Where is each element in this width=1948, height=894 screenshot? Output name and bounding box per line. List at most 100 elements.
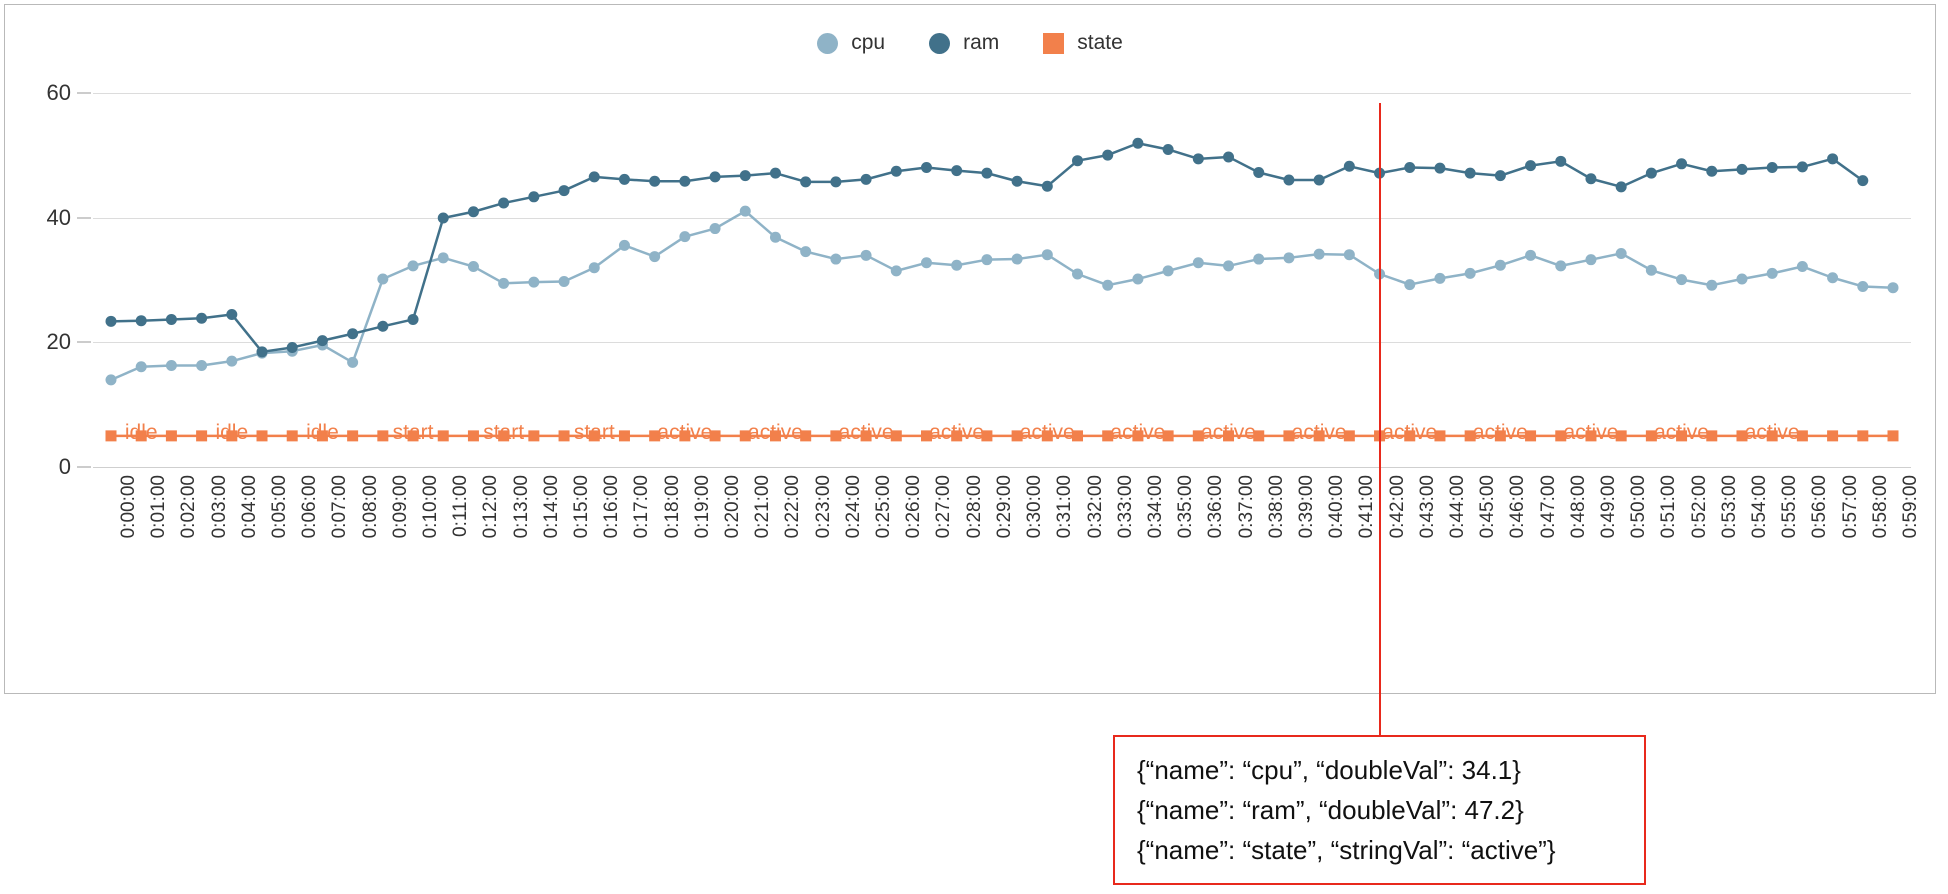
data-point-cpu[interactable] [649, 251, 661, 263]
data-point-state[interactable] [1525, 430, 1537, 442]
data-point-state[interactable] [256, 430, 268, 442]
data-point-ram[interactable] [1525, 160, 1537, 172]
data-point-state[interactable] [1615, 430, 1627, 442]
data-point-cpu[interactable] [1676, 274, 1688, 286]
data-point-state[interactable] [1162, 430, 1174, 442]
data-point-cpu[interactable] [135, 361, 147, 373]
data-point-cpu[interactable] [920, 257, 932, 269]
data-point-cpu[interactable] [981, 254, 993, 266]
data-point-state[interactable] [1011, 430, 1023, 442]
data-point-cpu[interactable] [1887, 282, 1899, 294]
data-point-cpu[interactable] [165, 360, 177, 372]
data-point-cpu[interactable] [769, 231, 781, 243]
data-point-cpu[interactable] [467, 261, 479, 273]
data-point-ram[interactable] [1404, 162, 1416, 174]
data-point-state[interactable] [739, 430, 751, 442]
data-point-state[interactable] [1464, 430, 1476, 442]
data-point-ram[interactable] [165, 313, 177, 325]
data-point-ram[interactable] [649, 175, 661, 187]
data-point-state[interactable] [1887, 430, 1899, 442]
data-point-cpu[interactable] [226, 355, 238, 367]
data-point-state[interactable] [196, 430, 208, 442]
data-point-ram[interactable] [1192, 153, 1204, 165]
data-point-ram[interactable] [286, 341, 298, 353]
data-point-cpu[interactable] [1132, 273, 1144, 285]
data-point-cpu[interactable] [860, 249, 872, 261]
data-point-ram[interactable] [226, 308, 238, 320]
data-point-cpu[interactable] [1343, 249, 1355, 261]
data-point-ram[interactable] [1827, 153, 1839, 165]
data-point-cpu[interactable] [800, 246, 812, 258]
data-point-ram[interactable] [1434, 162, 1446, 174]
data-point-state[interactable] [226, 430, 238, 442]
data-point-ram[interactable] [467, 206, 479, 218]
legend-item-cpu[interactable]: cpu [817, 31, 885, 55]
data-point-ram[interactable] [1102, 149, 1114, 161]
data-point-state[interactable] [709, 430, 721, 442]
data-point-state[interactable] [1857, 430, 1869, 442]
data-point-state[interactable] [558, 430, 570, 442]
data-point-state[interactable] [498, 430, 510, 442]
data-point-state[interactable] [1434, 430, 1446, 442]
data-point-state[interactable] [618, 430, 630, 442]
data-point-state[interactable] [1736, 430, 1748, 442]
data-point-state[interactable] [1343, 430, 1355, 442]
data-point-state[interactable] [588, 430, 600, 442]
data-point-ram[interactable] [1615, 181, 1627, 193]
data-point-state[interactable] [316, 430, 328, 442]
data-point-state[interactable] [347, 430, 359, 442]
data-point-state[interactable] [286, 430, 298, 442]
data-point-cpu[interactable] [347, 356, 359, 368]
data-point-ram[interactable] [407, 313, 419, 325]
data-point-cpu[interactable] [1192, 257, 1204, 269]
data-point-ram[interactable] [528, 191, 540, 203]
data-point-ram[interactable] [860, 173, 872, 185]
data-point-cpu[interactable] [105, 374, 117, 386]
data-point-state[interactable] [830, 430, 842, 442]
data-point-cpu[interactable] [709, 223, 721, 235]
data-point-ram[interactable] [558, 185, 570, 197]
data-point-cpu[interactable] [890, 265, 902, 277]
data-point-state[interactable] [105, 430, 117, 442]
data-point-cpu[interactable] [1011, 253, 1023, 265]
data-point-ram[interactable] [1676, 158, 1688, 170]
data-point-cpu[interactable] [1434, 272, 1446, 284]
data-point-ram[interactable] [1283, 174, 1295, 186]
data-point-state[interactable] [1192, 430, 1204, 442]
data-point-ram[interactable] [1645, 167, 1657, 179]
data-point-cpu[interactable] [377, 273, 389, 285]
data-point-cpu[interactable] [1223, 260, 1235, 272]
data-point-ram[interactable] [1041, 180, 1053, 192]
data-point-ram[interactable] [1011, 175, 1023, 187]
data-point-ram[interactable] [920, 162, 932, 174]
data-point-cpu[interactable] [1615, 247, 1627, 259]
data-point-cpu[interactable] [1645, 264, 1657, 276]
data-point-cpu[interactable] [1072, 268, 1084, 280]
data-point-ram[interactable] [256, 346, 268, 358]
data-point-state[interactable] [800, 430, 812, 442]
data-point-state[interactable] [135, 430, 147, 442]
data-point-state[interactable] [1766, 430, 1778, 442]
data-point-ram[interactable] [679, 175, 691, 187]
data-point-ram[interactable] [1162, 143, 1174, 155]
data-point-state[interactable] [981, 430, 993, 442]
data-point-ram[interactable] [1736, 163, 1748, 175]
data-point-cpu[interactable] [1464, 267, 1476, 279]
data-point-state[interactable] [769, 430, 781, 442]
legend-item-ram[interactable]: ram [929, 31, 999, 55]
data-point-ram[interactable] [1313, 174, 1325, 186]
data-point-ram[interactable] [437, 212, 449, 224]
data-point-ram[interactable] [1343, 160, 1355, 172]
data-point-cpu[interactable] [196, 360, 208, 372]
data-point-state[interactable] [165, 430, 177, 442]
data-point-state[interactable] [890, 430, 902, 442]
data-point-ram[interactable] [588, 171, 600, 183]
data-point-ram[interactable] [1464, 167, 1476, 179]
data-point-state[interactable] [377, 430, 389, 442]
data-point-cpu[interactable] [1253, 253, 1265, 265]
data-point-cpu[interactable] [1313, 248, 1325, 260]
data-point-state[interactable] [1796, 430, 1808, 442]
data-point-ram[interactable] [135, 315, 147, 327]
data-point-cpu[interactable] [407, 260, 419, 272]
data-point-ram[interactable] [1072, 155, 1084, 167]
